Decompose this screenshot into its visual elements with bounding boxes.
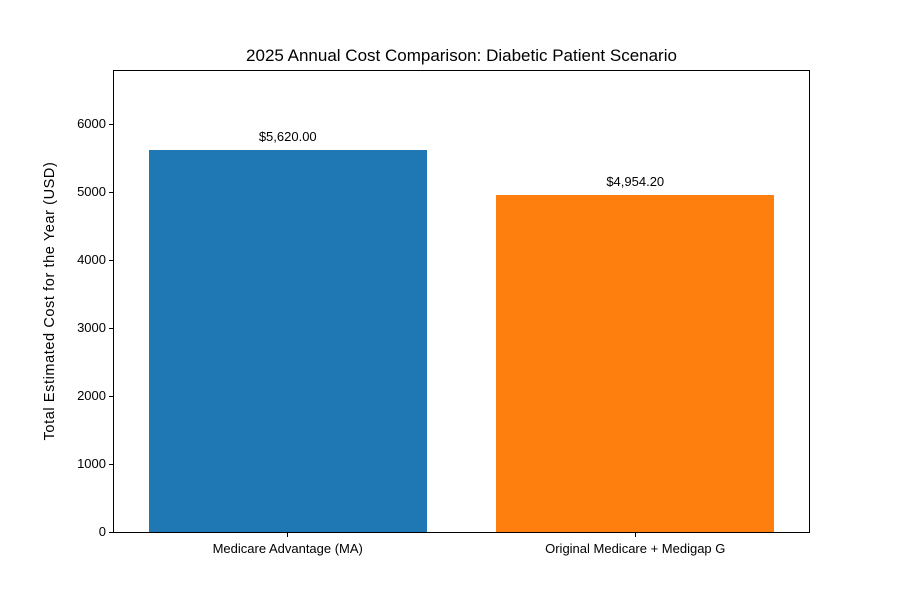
bar-value-label: $5,620.00 xyxy=(258,128,317,144)
y-tick-mark xyxy=(109,123,113,125)
y-tick-label: 4000 xyxy=(77,252,106,268)
y-tick-label: 2000 xyxy=(77,388,106,403)
y-tick-label: 6000 xyxy=(77,116,106,132)
bar-0 xyxy=(148,149,427,532)
x-tick-mark xyxy=(634,533,636,537)
bar-value-label: $4,954.20 xyxy=(606,174,665,190)
y-tick-mark xyxy=(109,531,113,533)
y-tick-label: 0 xyxy=(98,524,106,539)
x-tick-mark xyxy=(287,533,289,537)
y-tick-mark xyxy=(109,259,113,261)
y-tick-mark xyxy=(109,463,113,465)
plot-area xyxy=(113,70,810,533)
y-tick-mark xyxy=(109,327,113,329)
y-tick-mark xyxy=(109,191,113,193)
y-tick-label: 3000 xyxy=(77,320,106,336)
chart-title: 2025 Annual Cost Comparison: Diabetic Pa… xyxy=(246,46,677,65)
y-tick-label: 1000 xyxy=(77,456,106,471)
x-tick-label: Original Medicare + Medigap G xyxy=(545,541,726,556)
y-tick-mark xyxy=(109,395,113,397)
y-tick-label: 5000 xyxy=(77,184,106,200)
x-tick-label: Medicare Advantage (MA) xyxy=(212,541,363,556)
bar-1 xyxy=(496,195,775,532)
